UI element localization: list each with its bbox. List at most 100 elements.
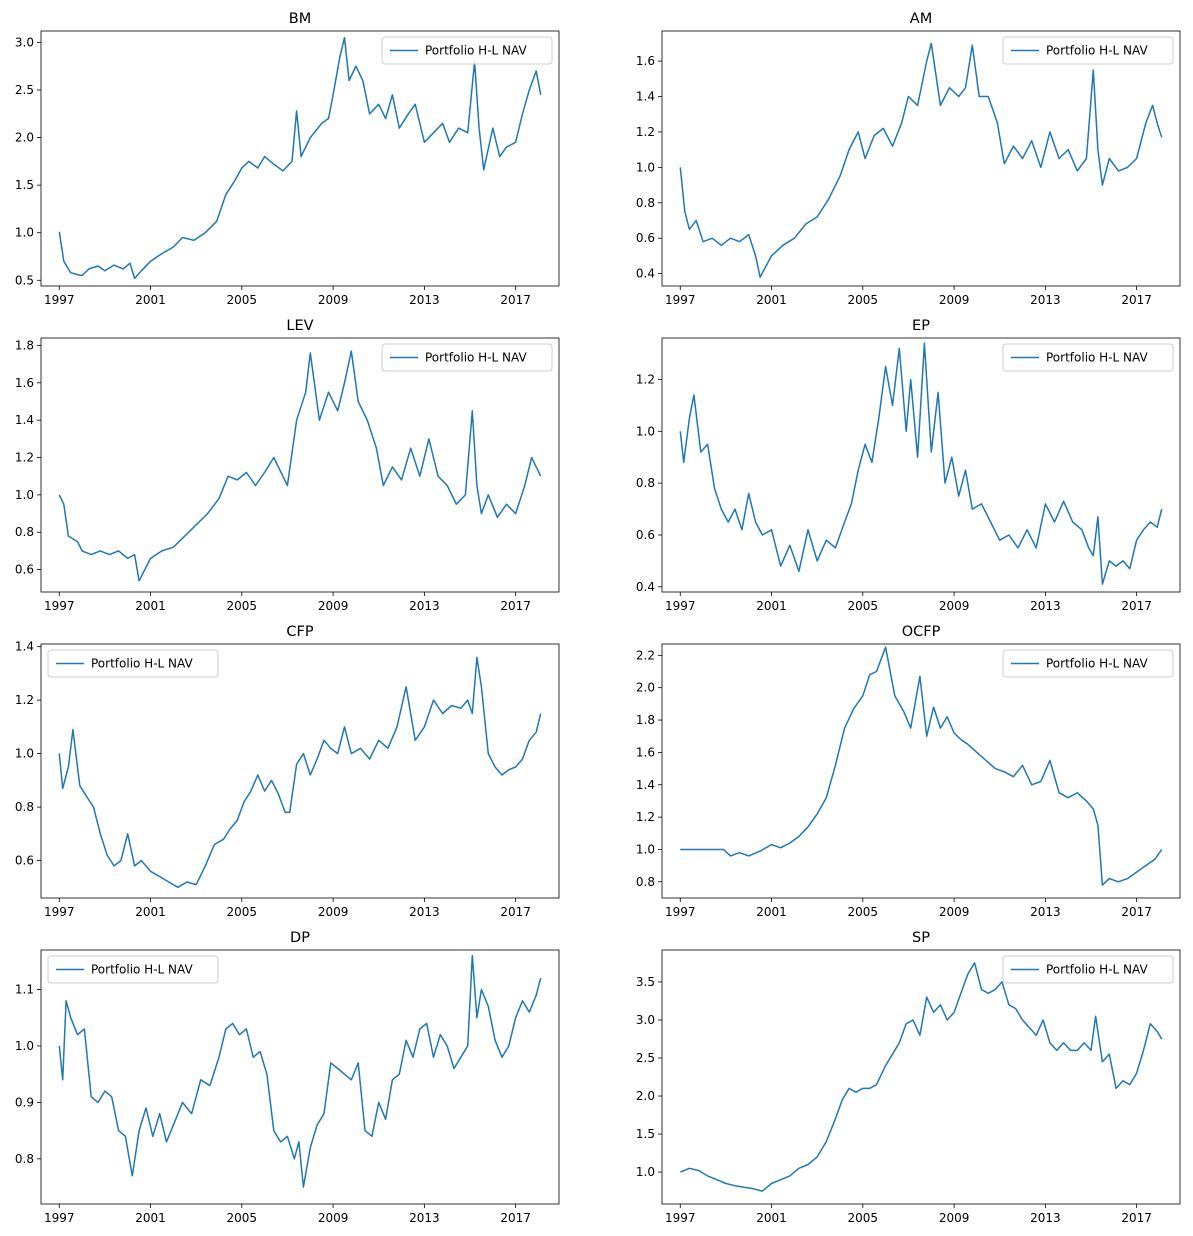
y-tick-label: 1.6 xyxy=(15,376,34,390)
x-tick-label: 2005 xyxy=(848,905,879,919)
legend: Portfolio H-L NAV xyxy=(47,649,219,678)
x-tick-label: 2001 xyxy=(756,599,787,613)
y-tick-label: 2.2 xyxy=(636,648,655,662)
y-tick-label: 2.5 xyxy=(15,83,34,97)
x-tick-label: 2009 xyxy=(318,905,349,919)
series-line xyxy=(679,342,1163,585)
y-tick-label: 1.0 xyxy=(15,1039,34,1053)
y-tick-label: 2.0 xyxy=(636,1089,655,1103)
legend-box xyxy=(47,955,219,984)
y-tick-label: 1.1 xyxy=(15,983,34,997)
subplot-lev: LEV 1997 2001 2005 2009 2013 2017 0.6 0.8 1.0 1.2 1… xyxy=(15,318,560,613)
x-tick-label: 2017 xyxy=(500,1211,531,1225)
y-tick-label: 0.9 xyxy=(15,1095,34,1109)
x-tick-label: 2001 xyxy=(135,905,166,919)
y-tick-label: 1.2 xyxy=(636,372,655,386)
x-tick-label: 1997 xyxy=(44,599,75,613)
series-line xyxy=(679,42,1163,278)
subplot-dp: DP 1997 2001 2005 2009 2013 2017 0.8 0.9 1.0 1.1 Po… xyxy=(15,930,560,1225)
y-tick-label: 0.6 xyxy=(15,854,34,868)
x-tick-label: 2005 xyxy=(227,293,258,307)
axes-frame xyxy=(40,643,560,899)
y-tick-label: 2.0 xyxy=(15,131,34,145)
y-tick-label: 0.8 xyxy=(15,1152,34,1166)
x-tick-label: 1997 xyxy=(44,293,75,307)
x-tick-label: 2005 xyxy=(227,599,258,613)
y-tick-label: 1.2 xyxy=(15,693,34,707)
x-tick-label: 2009 xyxy=(939,293,970,307)
x-tick-label: 2017 xyxy=(1121,1211,1152,1225)
x-tick-label: 2013 xyxy=(409,905,440,919)
x-tick-label: 2005 xyxy=(227,905,258,919)
x-tick-label: 2009 xyxy=(318,599,349,613)
y-tick-label: 1.0 xyxy=(636,160,655,174)
y-tick-label: 1.8 xyxy=(15,338,34,352)
subplot-sp: SP 1997 2001 2005 2009 2013 2017 1.0 1.5 2.0 2.5 3.… xyxy=(636,930,1181,1225)
x-tick-label: 1997 xyxy=(665,905,696,919)
legend-label: Portfolio H-L NAV xyxy=(1046,963,1148,977)
legend: Portfolio H-L NAV xyxy=(1002,649,1174,678)
x-tick-label: 2013 xyxy=(1030,1211,1061,1225)
x-tick-label: 2005 xyxy=(848,293,879,307)
y-tick-label: 1.6 xyxy=(636,745,655,759)
x-tick-label: 2001 xyxy=(756,1211,787,1225)
legend: Portfolio H-L NAV xyxy=(381,343,553,372)
subplot-bm: BM 1997 2001 2005 2009 2013 2017 0.5 1.0 1.5 2.0 2.… xyxy=(15,11,560,307)
x-tick-label: 1997 xyxy=(665,293,696,307)
x-tick-label: 2009 xyxy=(318,293,349,307)
y-tick-label: 0.8 xyxy=(15,525,34,539)
axes-frame xyxy=(661,30,1181,287)
y-tick-label: 1.6 xyxy=(636,54,655,68)
x-tick-label: 1997 xyxy=(44,1211,75,1225)
y-tick-label: 1.2 xyxy=(15,451,34,465)
subplot-am: AM 1997 2001 2005 2009 2013 2017 0.4 0.6 0.8 1.0 1.… xyxy=(636,11,1181,307)
y-tick-label: 1.2 xyxy=(636,125,655,139)
x-tick-label: 2009 xyxy=(939,599,970,613)
subplot-title: CFP xyxy=(286,624,313,640)
legend-label: Portfolio H-L NAV xyxy=(425,44,527,58)
subplot-ocfp: OCFP 1997 2001 2005 2009 2013 2017 0.8 1.0 1.2 1.4… xyxy=(636,624,1181,919)
axes-frame xyxy=(661,643,1181,899)
x-tick-label: 2017 xyxy=(500,293,531,307)
legend-label: Portfolio H-L NAV xyxy=(1046,351,1148,365)
x-tick-label: 2005 xyxy=(227,1211,258,1225)
subplot-title: EP xyxy=(912,318,930,334)
x-tick-label: 2017 xyxy=(1121,905,1152,919)
x-tick-label: 2005 xyxy=(848,1211,879,1225)
x-tick-label: 2001 xyxy=(756,905,787,919)
subplot-title: BM xyxy=(289,11,311,27)
x-tick-label: 2013 xyxy=(1030,599,1061,613)
legend-box xyxy=(1002,649,1174,678)
x-tick-label: 2001 xyxy=(756,293,787,307)
x-tick-label: 2013 xyxy=(409,1211,440,1225)
y-tick-label: 2.0 xyxy=(636,681,655,695)
x-tick-label: 2001 xyxy=(135,1211,166,1225)
legend: Portfolio H-L NAV xyxy=(1002,36,1174,65)
y-tick-label: 1.0 xyxy=(636,424,655,438)
legend: Portfolio H-L NAV xyxy=(1002,343,1174,372)
x-tick-label: 2009 xyxy=(318,1211,349,1225)
subplot-cfp: CFP 1997 2001 2005 2009 2013 2017 0.6 0.8 1.0 1.2 1… xyxy=(15,624,560,919)
x-tick-label: 1997 xyxy=(44,905,75,919)
y-tick-label: 1.0 xyxy=(636,1165,655,1179)
y-tick-label: 1.0 xyxy=(636,842,655,856)
legend-label: Portfolio H-L NAV xyxy=(91,963,193,977)
legend-box xyxy=(381,343,553,372)
series-line xyxy=(58,954,542,1188)
y-tick-label: 1.4 xyxy=(636,90,655,104)
x-tick-label: 2009 xyxy=(939,1211,970,1225)
x-tick-label: 2017 xyxy=(1121,599,1152,613)
x-tick-label: 2013 xyxy=(1030,905,1061,919)
y-tick-label: 0.8 xyxy=(636,875,655,889)
y-tick-label: 0.8 xyxy=(636,476,655,490)
y-tick-label: 3.5 xyxy=(636,975,655,989)
subplot-ep: EP 1997 2001 2005 2009 2013 2017 0.4 0.6 0.8 1.0 1.… xyxy=(636,318,1181,613)
series-line xyxy=(58,36,542,280)
x-tick-label: 2013 xyxy=(409,293,440,307)
legend: Portfolio H-L NAV xyxy=(47,955,219,984)
subplot-title: LEV xyxy=(286,318,313,334)
series-line xyxy=(58,350,542,582)
series-line xyxy=(58,656,542,889)
x-tick-label: 2017 xyxy=(1121,293,1152,307)
